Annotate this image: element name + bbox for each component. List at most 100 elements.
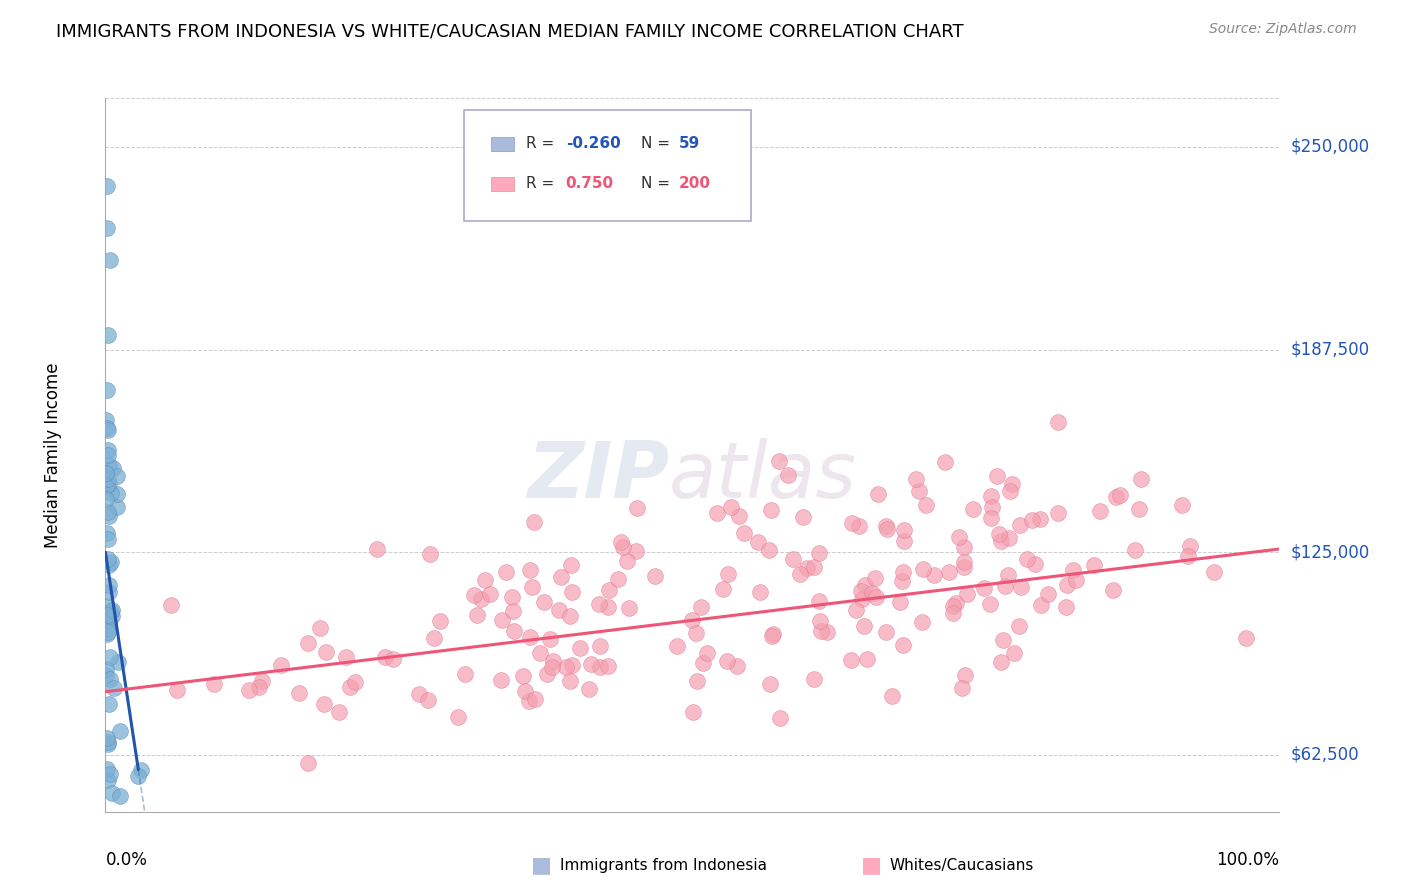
Point	[97, 552, 120, 566]
Point	[875, 518, 897, 533]
Text: Source: ZipAtlas.com: Source: ZipAtlas.com	[1209, 22, 1357, 37]
Point	[1125, 542, 1147, 557]
Point	[94, 413, 117, 427]
Point	[981, 500, 1004, 515]
Point	[875, 624, 897, 639]
Point	[1056, 578, 1078, 592]
Point	[841, 516, 863, 530]
Point	[851, 592, 873, 607]
Point	[467, 608, 489, 623]
Point	[127, 769, 149, 783]
Text: $125,000: $125,000	[1291, 543, 1369, 561]
Point	[934, 455, 956, 469]
Point	[339, 680, 361, 694]
Point	[558, 609, 581, 624]
Point	[103, 681, 125, 695]
Point	[761, 502, 783, 516]
Point	[96, 762, 118, 776]
Point	[1046, 416, 1069, 430]
Point	[343, 674, 366, 689]
Point	[96, 383, 118, 397]
Point	[789, 566, 811, 581]
Text: 100.0%: 100.0%	[1216, 851, 1279, 869]
Point	[596, 658, 619, 673]
Point	[665, 639, 688, 653]
Point	[717, 566, 740, 581]
Point	[839, 653, 862, 667]
Point	[97, 448, 120, 462]
Point	[1204, 565, 1226, 579]
Point	[1088, 504, 1111, 518]
Point	[945, 596, 967, 610]
Point	[758, 677, 780, 691]
Point	[711, 582, 734, 596]
Point	[96, 492, 118, 507]
Point	[616, 553, 638, 567]
Point	[856, 651, 879, 665]
Point	[105, 468, 128, 483]
Point	[97, 608, 120, 623]
Point	[1064, 574, 1087, 588]
Point	[893, 565, 915, 579]
Point	[953, 559, 976, 574]
Point	[696, 646, 718, 660]
Point	[1021, 513, 1043, 527]
Point	[408, 687, 430, 701]
Point	[1029, 511, 1052, 525]
Point	[808, 546, 831, 560]
Point	[681, 614, 703, 628]
Point	[848, 519, 870, 533]
Point	[96, 627, 118, 641]
Point	[541, 655, 564, 669]
Text: IMMIGRANTS FROM INDONESIA VS WHITE/CAUCASIAN MEDIAN FAMILY INCOME CORRELATION CH: IMMIGRANTS FROM INDONESIA VS WHITE/CAUCA…	[56, 22, 965, 40]
Point	[470, 592, 492, 607]
Point	[588, 597, 610, 611]
Point	[1054, 599, 1077, 614]
Point	[815, 625, 838, 640]
Text: -0.260: -0.260	[565, 136, 620, 152]
Point	[101, 461, 124, 475]
Point	[108, 724, 131, 739]
Point	[105, 500, 128, 514]
Point	[97, 585, 120, 599]
Point	[994, 579, 1017, 593]
Point	[578, 682, 600, 697]
Point	[547, 603, 569, 617]
Point	[990, 534, 1012, 549]
Point	[1128, 502, 1150, 516]
Point	[297, 636, 319, 650]
Point	[314, 697, 336, 711]
Point	[97, 532, 120, 546]
Point	[96, 608, 118, 623]
Point	[101, 603, 124, 617]
Point	[454, 666, 477, 681]
Point	[808, 594, 831, 608]
Point	[98, 509, 121, 524]
Point	[96, 420, 118, 434]
Point	[990, 655, 1012, 669]
Point	[529, 646, 551, 660]
Point	[1038, 587, 1060, 601]
Point	[96, 220, 118, 235]
Point	[716, 654, 738, 668]
Point	[893, 534, 915, 549]
Point	[865, 590, 887, 604]
Point	[690, 600, 713, 615]
Text: Whites/Caucasians: Whites/Caucasians	[890, 858, 1035, 872]
Point	[922, 568, 945, 582]
Point	[270, 657, 292, 672]
Point	[938, 565, 960, 579]
Point	[129, 763, 152, 777]
Point	[749, 585, 772, 599]
Point	[550, 570, 572, 584]
Point	[515, 683, 537, 698]
Text: ZIP: ZIP	[527, 438, 669, 515]
Point	[97, 622, 120, 636]
Point	[97, 327, 120, 342]
Point	[1001, 477, 1024, 491]
Point	[491, 614, 513, 628]
Text: 0.0%: 0.0%	[105, 851, 148, 869]
Point	[1010, 518, 1032, 533]
Point	[1109, 488, 1132, 502]
Point	[166, 682, 188, 697]
